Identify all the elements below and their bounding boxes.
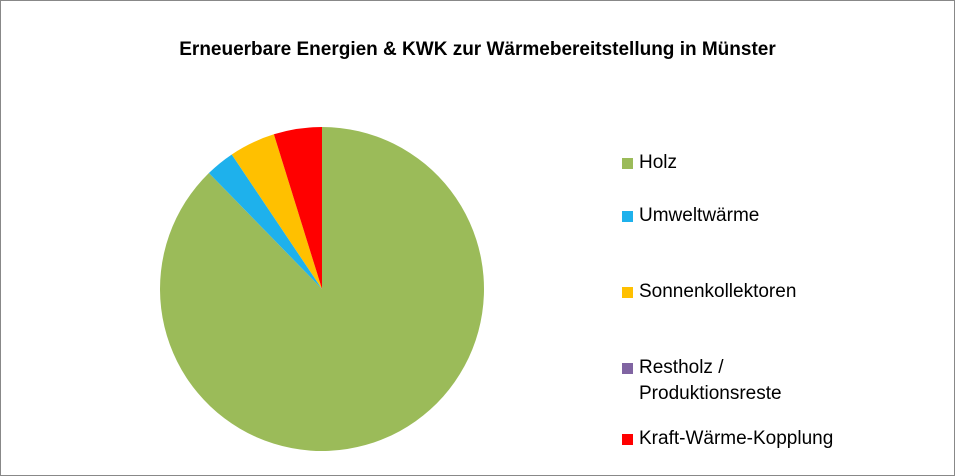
chart-title: Erneuerbare Energien & KWK zur Wärmebere… [179,39,776,60]
legend-label: Restholz / Produktionsreste [639,357,782,404]
legend-item: Holz [622,150,862,176]
legend-swatch [622,434,633,445]
pie-slice [231,134,322,289]
legend-swatch [622,363,633,374]
legend-item: Umweltwärme [622,203,862,229]
legend-swatch [622,287,633,298]
legend-label: Umweltwärme [639,205,760,226]
legend-swatch [622,158,633,169]
legend-swatch [622,211,633,222]
legend-item: Sonnenkollektoren [622,279,862,305]
legend-item: Kraft-Wärme-Kopplung [622,426,862,452]
legend-item: Restholz / Produktionsreste [622,355,862,407]
pie-slice [273,127,322,289]
legend-label: Holz [639,152,678,173]
legend-label: Sonnenkollektoren [639,281,797,302]
legend-label: Kraft-Wärme-Kopplung [639,428,834,449]
pie-slice [208,154,322,289]
